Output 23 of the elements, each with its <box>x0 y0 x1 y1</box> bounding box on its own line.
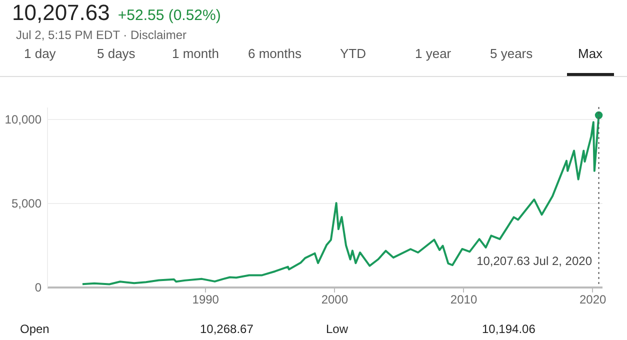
text: 5 days <box>97 46 136 61</box>
x-tick-label: 2000 <box>321 292 348 306</box>
y-tick-label: 0 <box>34 280 42 294</box>
y-tick-label: 5,000 <box>11 196 42 210</box>
text: 6 months <box>248 46 302 61</box>
x-tick-label: 2020 <box>579 292 606 306</box>
text: 10,194.06 <box>482 322 536 336</box>
text: Max <box>578 46 603 61</box>
text: Low <box>326 322 348 336</box>
text: 10,268.67 <box>200 322 254 336</box>
text: 1 day <box>24 46 56 61</box>
y-tick-label: 10,000 <box>4 112 42 126</box>
text: 5 years <box>490 46 533 61</box>
text: 1 year <box>415 46 452 61</box>
chart-subtitle: Jul 2, 5:15 PM EDT · Disclaimer <box>16 28 186 42</box>
x-tick-label: 1990 <box>192 292 220 306</box>
text: Open <box>20 322 50 336</box>
text: YTD <box>340 46 366 61</box>
text: 1 month <box>172 46 219 61</box>
x-tick-label: 2010 <box>450 292 478 306</box>
text: +52.55 (0.52%) <box>118 7 221 24</box>
annotation: 10,207.63 Jul 2, 2020 <box>476 254 592 268</box>
chart-title: 10,207.63 <box>12 0 110 26</box>
